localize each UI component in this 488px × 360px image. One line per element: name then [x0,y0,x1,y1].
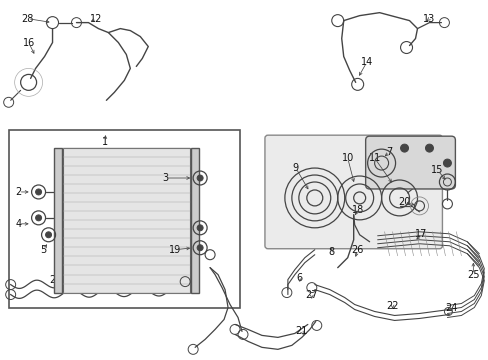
Text: 9: 9 [292,163,298,173]
FancyBboxPatch shape [264,135,442,249]
Text: 12: 12 [90,14,102,24]
Circle shape [36,189,41,195]
Text: 14: 14 [360,58,372,67]
FancyBboxPatch shape [365,136,454,189]
Text: 2: 2 [16,187,22,197]
Text: 19: 19 [169,245,181,255]
Circle shape [197,245,203,251]
Circle shape [400,144,407,152]
Bar [53,148,61,293]
Text: 8: 8 [328,247,334,257]
Text: 1: 1 [102,137,108,147]
Circle shape [197,225,203,231]
Text: 27: 27 [305,289,317,300]
Text: 24: 24 [444,302,457,312]
Circle shape [197,175,203,181]
Text: 28: 28 [21,14,34,24]
Text: 3: 3 [162,173,168,183]
Circle shape [36,215,41,221]
Text: 25: 25 [466,270,479,280]
Text: 20: 20 [398,197,410,207]
Text: 4: 4 [16,219,21,229]
Text: 6: 6 [296,273,302,283]
Circle shape [425,144,432,152]
Text: 18: 18 [351,205,363,215]
Bar [191,148,199,293]
Bar [9,130,240,307]
Circle shape [443,159,450,167]
Text: 7: 7 [386,147,392,157]
Text: 26: 26 [351,245,363,255]
Circle shape [45,232,51,238]
Text: 23: 23 [49,275,61,285]
Text: 11: 11 [368,153,380,163]
Text: 16: 16 [22,37,35,48]
Text: 17: 17 [414,229,427,239]
Bar [62,148,190,293]
Text: 5: 5 [41,245,46,255]
Text: 13: 13 [423,14,435,24]
Text: 21: 21 [295,327,307,336]
Text: 22: 22 [386,301,398,311]
Text: 15: 15 [430,165,443,175]
Text: 10: 10 [341,153,353,163]
